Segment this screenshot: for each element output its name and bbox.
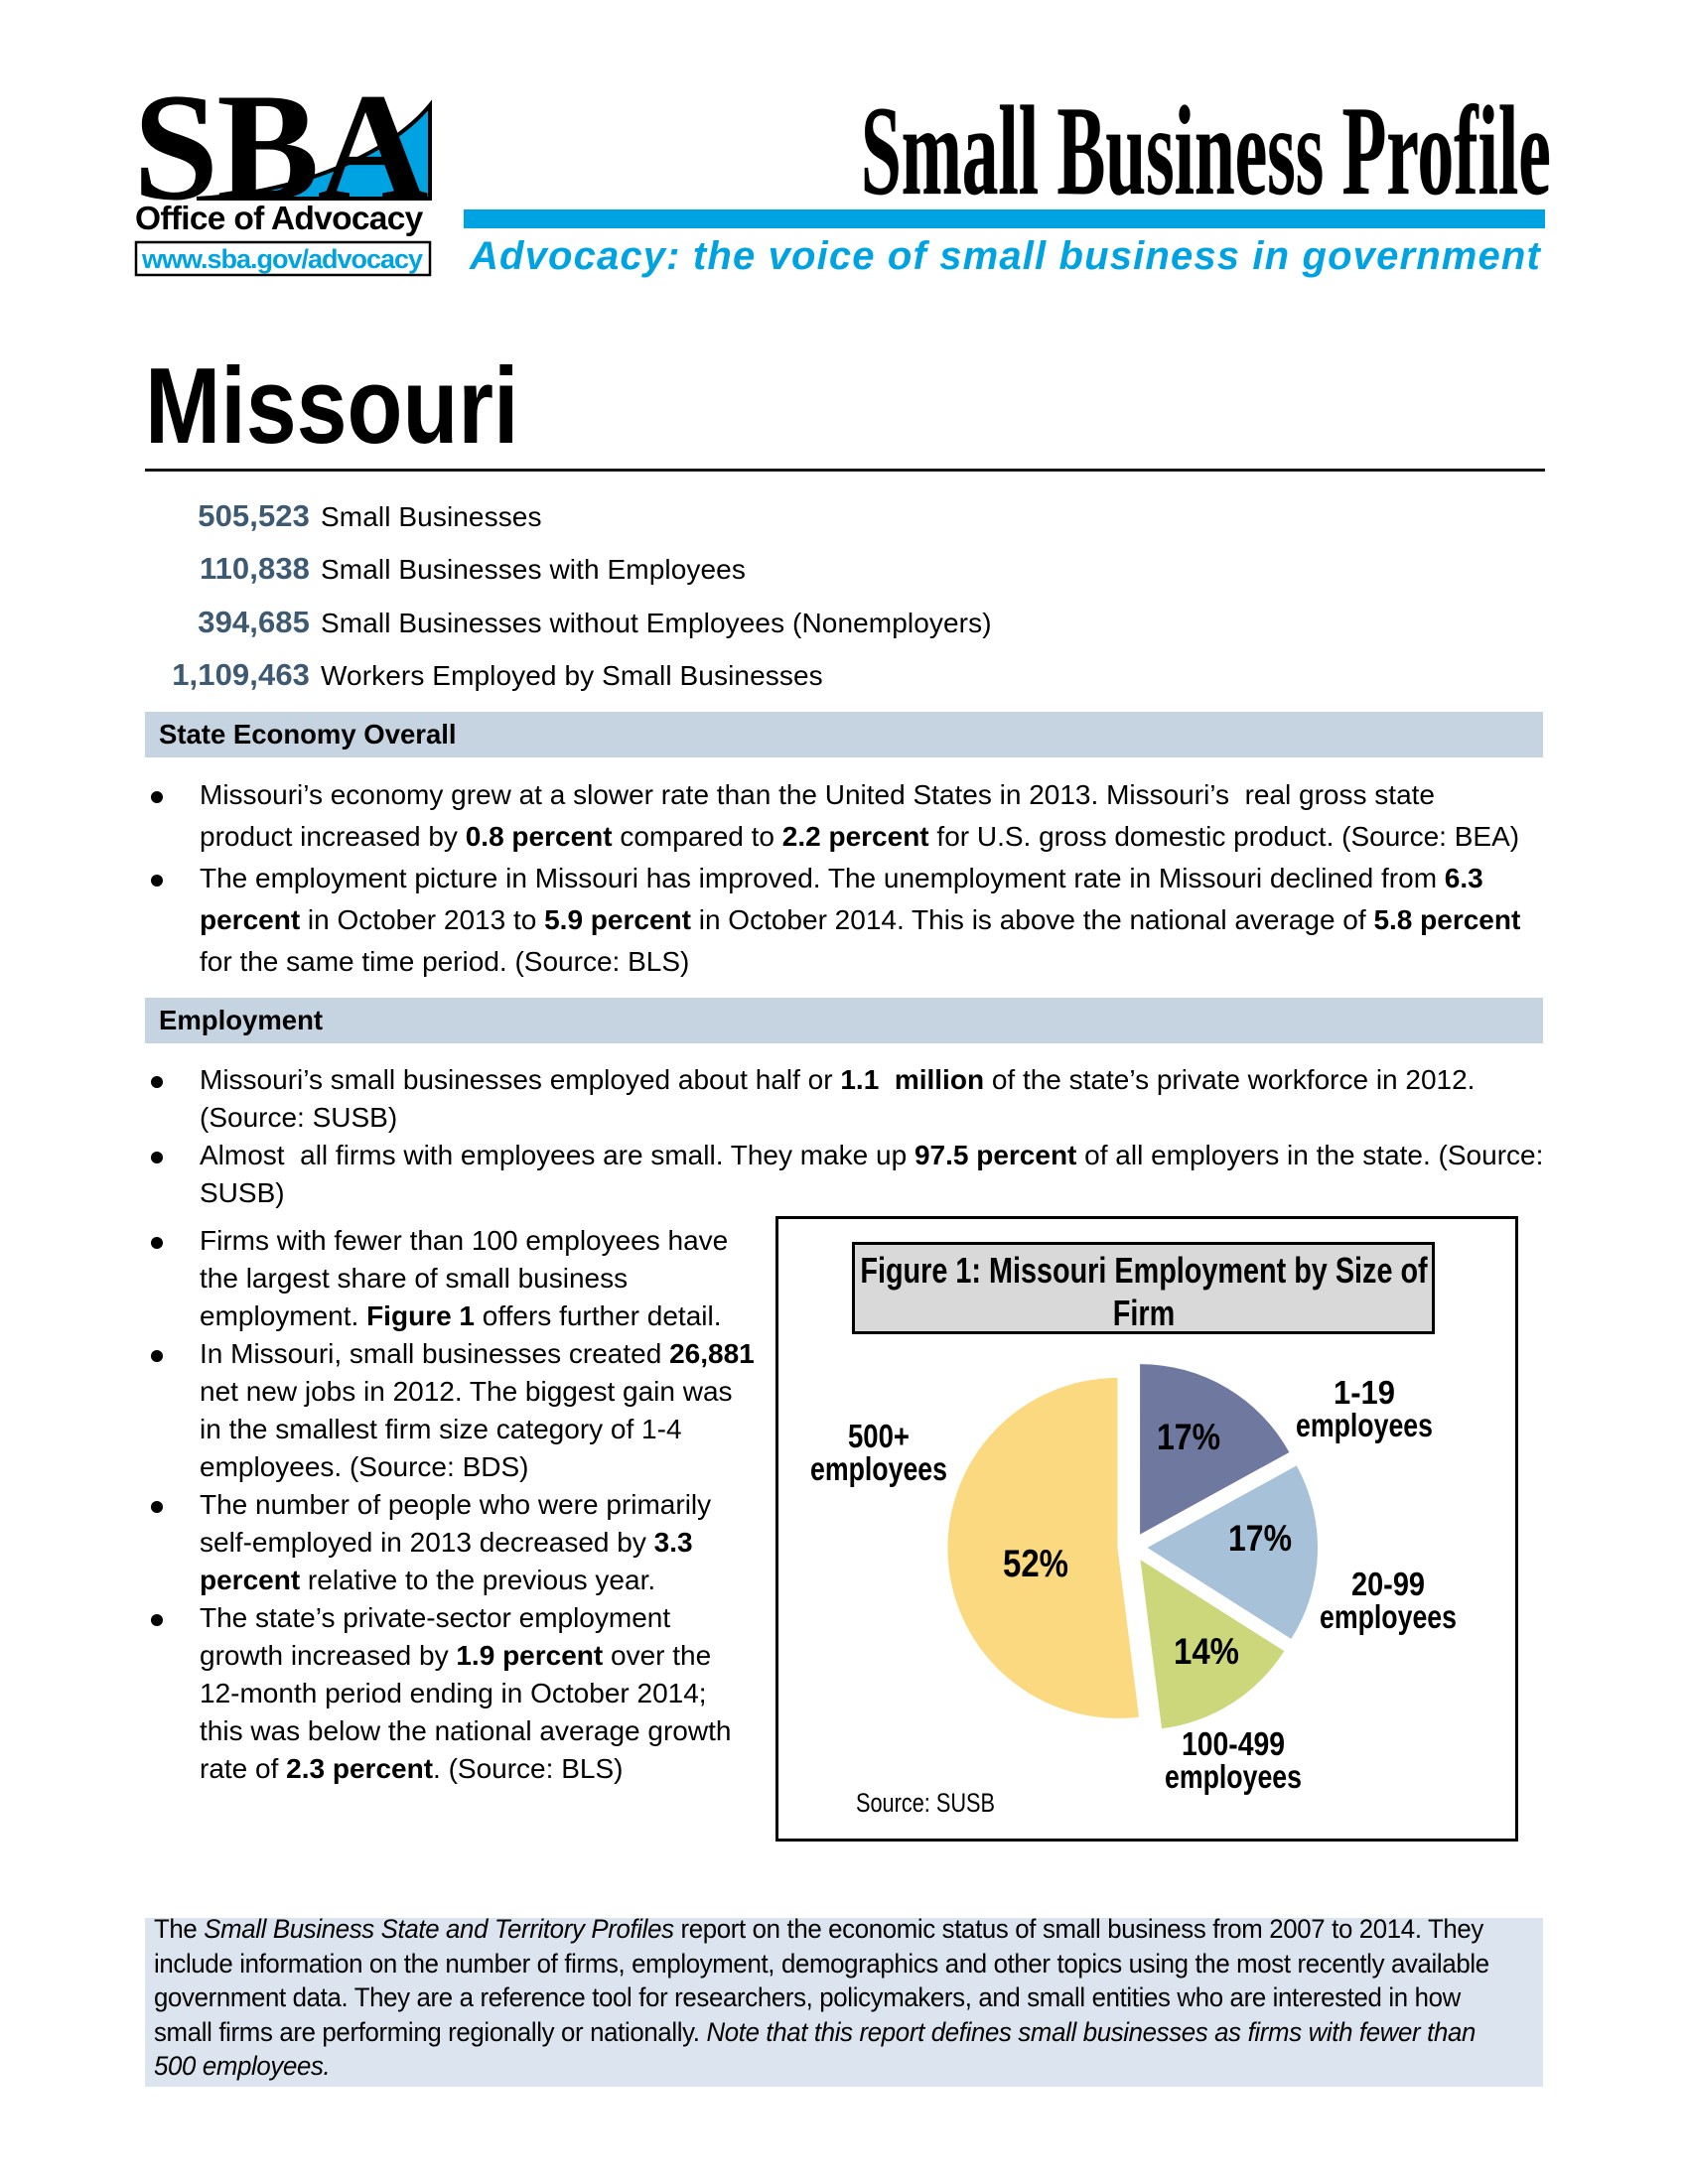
svg-text:100-499: 100-499 bbox=[1182, 1725, 1285, 1762]
svg-text:Office of Advocacy: Office of Advocacy bbox=[135, 201, 424, 237]
svg-text:1-19: 1-19 bbox=[1334, 1374, 1395, 1411]
svg-text:Source: SUSB: Source: SUSB bbox=[856, 1788, 995, 1818]
svg-text:14%: 14% bbox=[1174, 1631, 1239, 1672]
svg-text:employees: employees bbox=[1296, 1407, 1433, 1443]
svg-text:17%: 17% bbox=[1228, 1518, 1292, 1559]
svg-text:employees: employees bbox=[1165, 1758, 1302, 1795]
svg-text:17%: 17% bbox=[1157, 1417, 1220, 1457]
svg-text:SBA: SBA bbox=[133, 89, 428, 232]
svg-text:52%: 52% bbox=[1003, 1543, 1068, 1585]
svg-text:20-99: 20-99 bbox=[1351, 1566, 1425, 1602]
svg-text:www.sba.gov/advocacy: www.sba.gov/advocacy bbox=[141, 244, 423, 274]
svg-text:employees: employees bbox=[1320, 1598, 1457, 1635]
svg-text:500+: 500+ bbox=[848, 1418, 910, 1454]
svg-text:employees: employees bbox=[810, 1450, 947, 1487]
